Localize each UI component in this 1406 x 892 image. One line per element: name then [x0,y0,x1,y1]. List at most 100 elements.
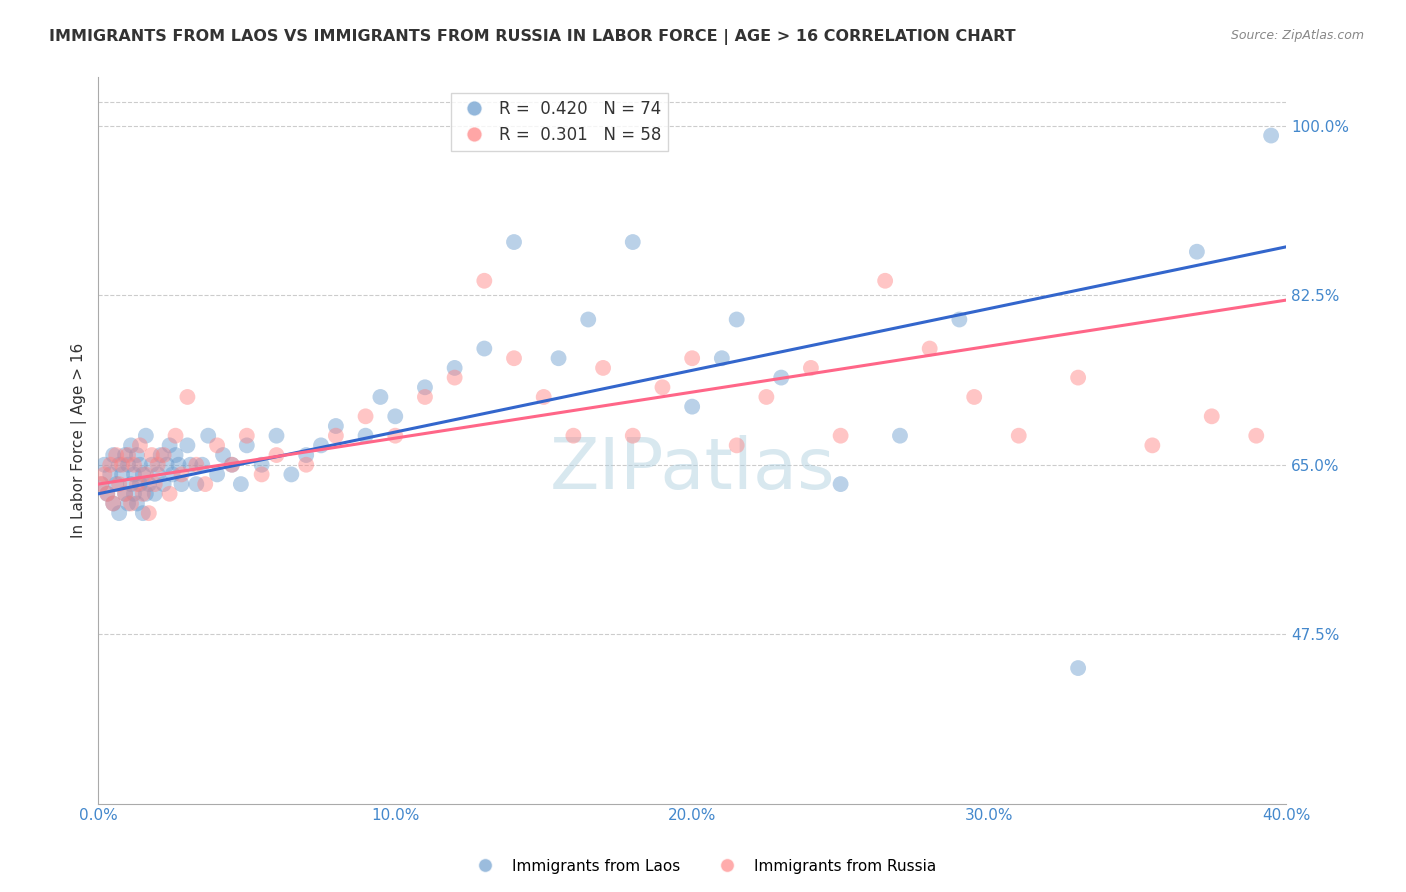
Point [800,360,823,375]
Point [114,487,136,501]
Point [122,487,145,501]
Point [266,448,288,462]
Point [547,351,569,366]
Point [146,458,169,472]
Point [1260,128,1282,143]
Point [165,428,187,442]
Point [165,448,187,462]
Point [103,496,125,510]
Point [725,438,748,452]
Point [472,274,495,288]
Point [159,487,181,501]
Point [143,477,166,491]
Point [205,438,228,452]
Point [135,467,157,482]
Point [135,428,157,442]
Point [250,458,273,472]
Point [141,448,163,462]
Point [229,477,252,491]
Point [562,428,585,442]
Point [132,487,155,501]
Point [325,428,347,442]
Point [129,438,152,452]
Point [125,477,148,491]
Point [621,428,644,442]
Point [250,467,273,482]
Point [770,370,793,384]
Point [1246,428,1268,442]
Point [576,312,599,326]
Point [280,467,302,482]
Point [120,438,142,452]
Point [114,487,136,501]
Point [149,448,172,462]
Point [191,458,214,472]
Point [159,438,181,452]
Point [129,477,152,491]
Point [309,438,332,452]
Point [132,506,155,520]
Point [93,467,115,482]
Point [443,360,465,375]
Point [725,312,748,326]
Text: Source: ZipAtlas.com: Source: ZipAtlas.com [1230,29,1364,42]
Point [156,458,179,472]
Point [132,467,155,482]
Point [170,467,193,482]
Point [141,458,163,472]
Point [413,380,436,394]
Point [1067,661,1090,675]
Point [96,487,118,501]
Point [384,409,406,424]
Point [146,467,169,482]
Point [122,458,145,472]
Point [176,438,198,452]
Point [592,360,614,375]
Point [236,428,259,442]
Point [621,235,644,249]
Point [503,235,526,249]
Point [125,448,148,462]
Point [186,477,208,491]
Point [236,438,259,452]
Point [114,448,136,462]
Point [117,496,139,510]
Point [105,477,128,491]
Point [90,477,112,491]
Point [651,380,673,394]
Point [108,458,131,472]
Point [205,467,228,482]
Point [830,428,852,442]
Point [212,448,235,462]
Point [384,428,406,442]
Point [117,458,139,472]
Point [295,458,318,472]
Point [710,351,733,366]
Point [143,487,166,501]
Point [875,274,897,288]
Point [125,496,148,510]
Point [354,409,377,424]
Point [120,496,142,510]
Point [221,458,243,472]
Point [503,351,526,366]
Point [948,312,970,326]
Point [197,428,219,442]
Point [170,477,193,491]
Text: ZIPatlas: ZIPatlas [550,435,835,504]
Point [295,448,318,462]
Point [1201,409,1223,424]
Point [221,458,243,472]
Point [179,458,201,472]
Point [103,448,125,462]
Point [111,467,134,482]
Point [98,467,121,482]
Point [122,467,145,482]
Point [325,419,347,434]
Point [96,487,118,501]
Y-axis label: In Labor Force | Age > 16: In Labor Force | Age > 16 [72,343,87,538]
Point [1185,244,1208,259]
Point [370,390,392,404]
Point [889,428,911,442]
Point [105,448,128,462]
